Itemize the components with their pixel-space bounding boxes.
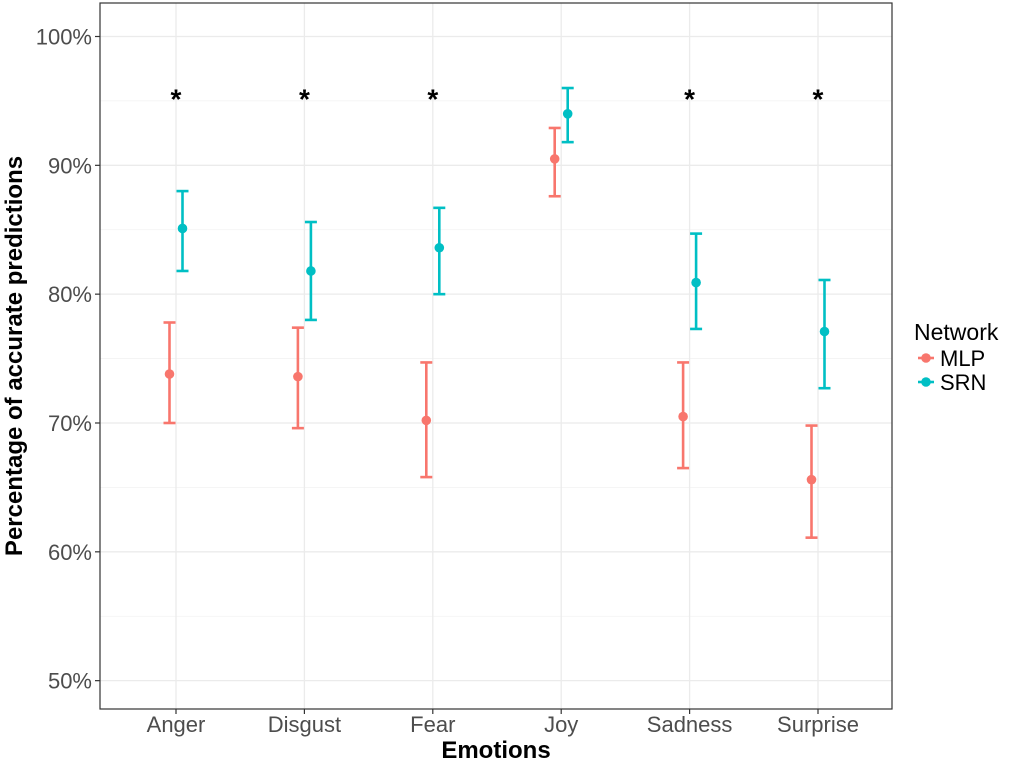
legend-mlp-label: MLP (940, 346, 985, 371)
srn-point (434, 242, 445, 253)
x-tick-label: Surprise (777, 712, 859, 737)
data-marks (163, 86, 831, 539)
y-tick-label: 50% (48, 669, 92, 694)
srn-point (562, 108, 573, 119)
srn-point (691, 277, 701, 288)
y-tick-label: 60% (48, 540, 92, 565)
mlp-point (806, 474, 817, 485)
mlp-point (164, 369, 175, 379)
y-tick-label: 90% (48, 153, 92, 178)
y-tick-label: 80% (48, 282, 92, 307)
x-axis-title: Emotions (441, 737, 550, 762)
srn-point (177, 223, 188, 234)
significance-star: * (171, 83, 182, 114)
legend-srn-label: SRN (940, 370, 986, 395)
x-tick-label: Joy (544, 712, 578, 737)
significance-annotations: * * * * * (171, 83, 824, 114)
x-tick-label: Anger (147, 712, 206, 737)
y-axis-title: Percentage of accurate predictions (1, 156, 28, 556)
grid-lines (100, 3, 892, 709)
x-axis: Anger Disgust Fear Joy Sadness Surprise (147, 709, 859, 737)
legend-srn-marker (921, 377, 931, 387)
srn-point (819, 326, 830, 337)
mlp-point (293, 371, 303, 382)
y-tick-label: 70% (48, 411, 92, 436)
y-axis: 50% 60% 70% 80% 90% 100% (36, 24, 100, 694)
significance-star: * (299, 83, 310, 114)
legend-mlp-marker (921, 353, 931, 363)
mlp-point (678, 411, 688, 422)
x-tick-label: Disgust (268, 712, 341, 737)
mlp-point (549, 154, 560, 164)
significance-star: * (427, 83, 438, 114)
x-tick-label: Fear (410, 712, 455, 737)
srn-point (306, 266, 316, 276)
significance-star: * (813, 83, 824, 114)
mlp-point (421, 415, 432, 426)
y-tick-label: 100% (36, 24, 92, 49)
significance-star: * (684, 83, 695, 114)
plot-panel-border (99, 2, 893, 710)
x-tick-label: Sadness (647, 712, 733, 737)
legend-title: Network (914, 319, 999, 345)
